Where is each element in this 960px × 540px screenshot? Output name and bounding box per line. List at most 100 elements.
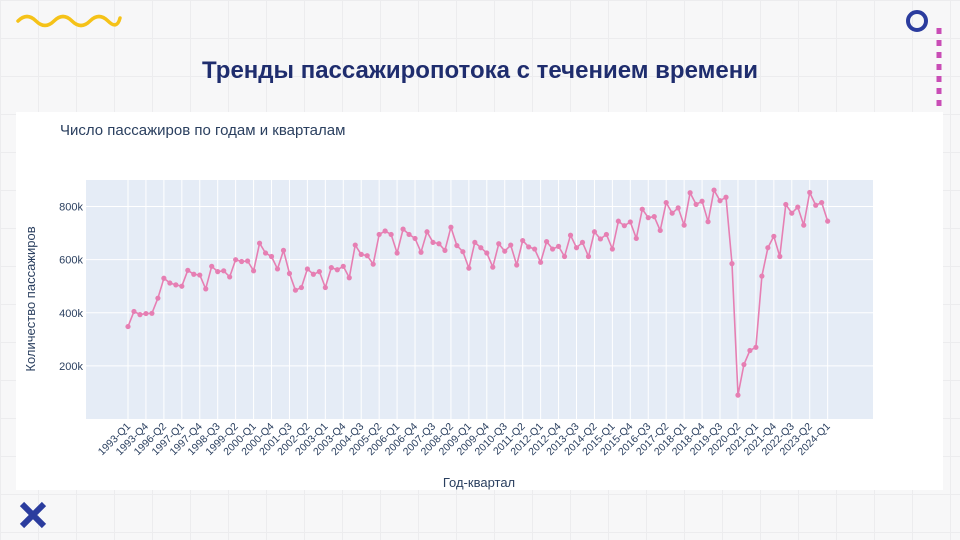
data-point[interactable] xyxy=(508,242,514,248)
data-point[interactable] xyxy=(627,219,633,225)
data-point[interactable] xyxy=(245,258,251,264)
data-point[interactable] xyxy=(227,274,233,280)
data-point[interactable] xyxy=(729,261,735,267)
data-point[interactable] xyxy=(280,247,287,253)
data-point[interactable] xyxy=(412,235,418,242)
data-point[interactable] xyxy=(490,264,496,270)
data-point[interactable] xyxy=(478,245,484,251)
data-point[interactable] xyxy=(699,198,705,204)
data-point[interactable] xyxy=(765,245,771,251)
data-point[interactable] xyxy=(723,194,729,200)
data-point[interactable] xyxy=(609,246,615,252)
data-point[interactable] xyxy=(388,231,394,238)
data-point[interactable] xyxy=(268,253,275,260)
data-point[interactable] xyxy=(322,284,328,291)
data-point[interactable] xyxy=(215,269,221,275)
data-point[interactable] xyxy=(286,270,293,277)
data-point[interactable] xyxy=(502,248,508,254)
data-point[interactable] xyxy=(705,219,711,225)
data-point[interactable] xyxy=(328,265,334,271)
data-point[interactable] xyxy=(789,210,795,216)
data-point[interactable] xyxy=(233,257,239,263)
data-point[interactable] xyxy=(203,286,209,292)
data-point[interactable] xyxy=(179,283,185,289)
data-point[interactable] xyxy=(807,189,813,196)
data-point[interactable] xyxy=(310,271,316,277)
data-point[interactable] xyxy=(292,287,299,293)
data-point[interactable] xyxy=(621,223,627,229)
data-point[interactable] xyxy=(298,284,305,291)
data-point[interactable] xyxy=(436,241,442,247)
data-point[interactable] xyxy=(352,242,358,248)
data-point[interactable] xyxy=(137,312,143,318)
data-point[interactable] xyxy=(687,190,693,196)
data-point[interactable] xyxy=(209,263,215,269)
data-point[interactable] xyxy=(370,261,376,267)
data-point[interactable] xyxy=(597,236,604,242)
data-point[interactable] xyxy=(143,310,149,317)
data-point[interactable] xyxy=(615,218,621,224)
data-point[interactable] xyxy=(579,239,586,246)
data-point[interactable] xyxy=(591,229,598,235)
data-point[interactable] xyxy=(358,251,364,257)
data-point[interactable] xyxy=(603,231,610,238)
data-point[interactable] xyxy=(657,227,663,234)
data-point[interactable] xyxy=(514,262,520,268)
data-point[interactable] xyxy=(549,246,556,252)
data-point[interactable] xyxy=(364,253,370,259)
data-point[interactable] xyxy=(256,240,263,246)
data-point[interactable] xyxy=(262,250,269,256)
data-point[interactable] xyxy=(526,244,532,250)
data-point[interactable] xyxy=(675,205,681,211)
data-point[interactable] xyxy=(221,268,227,274)
data-point[interactable] xyxy=(693,201,699,208)
data-point[interactable] xyxy=(484,250,490,256)
data-point[interactable] xyxy=(819,199,825,206)
data-point[interactable] xyxy=(418,249,424,255)
data-point[interactable] xyxy=(825,218,831,224)
data-point[interactable] xyxy=(747,347,753,354)
data-point[interactable] xyxy=(274,266,281,272)
data-point[interactable] xyxy=(424,229,430,235)
data-point[interactable] xyxy=(167,280,173,286)
data-point[interactable] xyxy=(532,246,538,252)
data-point[interactable] xyxy=(155,295,161,301)
data-point[interactable] xyxy=(442,247,448,253)
data-point[interactable] xyxy=(669,210,675,216)
data-point[interactable] xyxy=(454,242,460,249)
data-point[interactable] xyxy=(400,226,406,232)
data-point[interactable] xyxy=(466,265,472,271)
data-point[interactable] xyxy=(544,239,550,245)
data-point[interactable] xyxy=(376,231,382,238)
data-point[interactable] xyxy=(520,237,526,244)
data-point[interactable] xyxy=(448,224,454,230)
data-point[interactable] xyxy=(735,392,741,398)
data-point[interactable] xyxy=(567,232,574,238)
data-point[interactable] xyxy=(173,282,179,288)
data-point[interactable] xyxy=(561,253,568,260)
data-point[interactable] xyxy=(430,239,436,246)
data-point[interactable] xyxy=(250,268,257,274)
data-point[interactable] xyxy=(149,310,155,316)
data-point[interactable] xyxy=(460,249,466,255)
data-point[interactable] xyxy=(496,241,502,247)
data-point[interactable] xyxy=(239,258,245,265)
data-point[interactable] xyxy=(340,263,346,269)
data-point[interactable] xyxy=(681,222,687,228)
data-point[interactable] xyxy=(472,239,478,246)
data-point[interactable] xyxy=(783,201,789,208)
data-point[interactable] xyxy=(131,308,137,315)
data-point[interactable] xyxy=(717,198,723,204)
data-point[interactable] xyxy=(573,245,580,251)
data-point[interactable] xyxy=(771,233,777,239)
data-point[interactable] xyxy=(813,202,819,208)
data-point[interactable] xyxy=(777,253,783,260)
data-point[interactable] xyxy=(197,272,203,278)
data-point[interactable] xyxy=(639,206,645,212)
data-point[interactable] xyxy=(633,235,639,242)
data-point[interactable] xyxy=(191,271,197,277)
data-point[interactable] xyxy=(185,267,191,273)
data-point[interactable] xyxy=(346,275,352,281)
data-point[interactable] xyxy=(538,259,544,265)
data-point[interactable] xyxy=(394,250,400,256)
